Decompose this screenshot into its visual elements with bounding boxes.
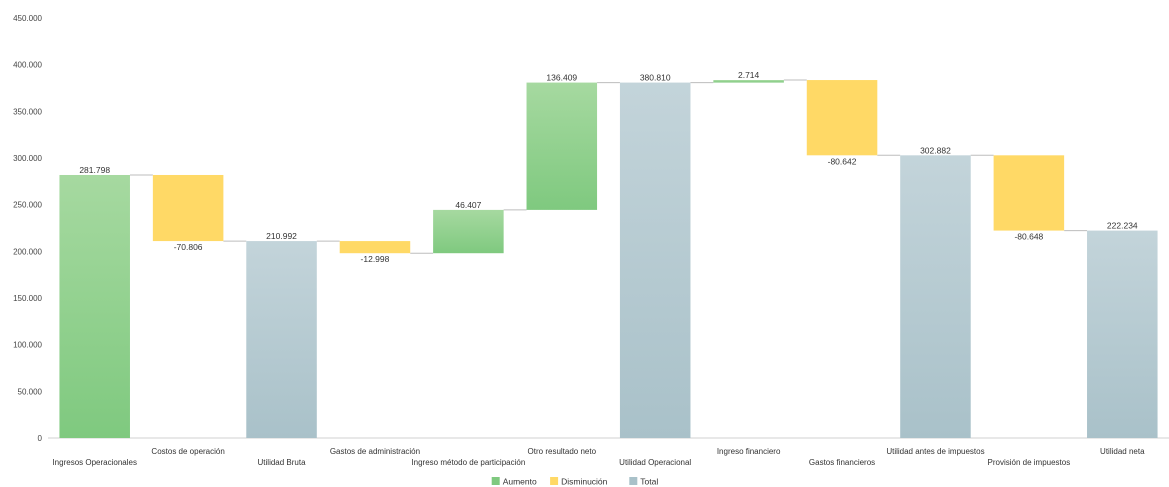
y-tick-label: 450.000 bbox=[13, 14, 42, 23]
bar-total bbox=[246, 241, 317, 438]
bar-decrease bbox=[993, 155, 1065, 231]
y-tick-label: 400.000 bbox=[13, 61, 42, 70]
data-label: -80.642 bbox=[828, 156, 857, 166]
data-label: 46.407 bbox=[455, 200, 481, 210]
data-label: -12.998 bbox=[361, 254, 390, 264]
y-tick-label: 100.000 bbox=[13, 341, 42, 350]
bar-increase bbox=[59, 174, 130, 439]
data-label: 2.714 bbox=[738, 70, 760, 80]
data-label: 380.810 bbox=[640, 73, 671, 83]
y-tick-label: 300.000 bbox=[13, 154, 42, 163]
category-label: Ingresos Operacionales bbox=[52, 458, 137, 467]
data-label: -70.806 bbox=[174, 242, 203, 252]
data-label: -80.648 bbox=[1014, 232, 1043, 242]
category-label: Utilidad Bruta bbox=[258, 458, 307, 467]
bar-total bbox=[619, 82, 691, 438]
bar-increase bbox=[433, 209, 504, 254]
category-label: Ingreso método de participación bbox=[411, 458, 525, 467]
legend-swatch bbox=[491, 477, 500, 485]
y-tick-label: 250.000 bbox=[13, 201, 42, 210]
data-label: 302.882 bbox=[920, 145, 951, 155]
legend-label: Total bbox=[640, 477, 658, 487]
data-label: 281.798 bbox=[79, 165, 110, 175]
legend-swatch bbox=[550, 477, 559, 485]
category-label: Gastos financieros bbox=[809, 458, 875, 467]
category-label: Otro resultado neto bbox=[528, 447, 597, 456]
legend-label: Disminución bbox=[561, 477, 608, 487]
bar-decrease bbox=[339, 241, 411, 254]
data-label: 210.992 bbox=[266, 231, 297, 241]
data-label: 136.409 bbox=[546, 73, 577, 83]
category-label: Costos de operación bbox=[151, 447, 224, 456]
category-label: Provisión de impuestos bbox=[988, 458, 1071, 467]
bar-decrease bbox=[152, 174, 224, 242]
y-tick-label: 0 bbox=[38, 434, 43, 443]
category-label: Gastos de administración bbox=[330, 447, 420, 456]
bar-total bbox=[1087, 230, 1158, 438]
data-label: 222.234 bbox=[1107, 221, 1138, 231]
bar-decrease bbox=[806, 80, 878, 156]
bar-total bbox=[900, 155, 971, 439]
y-tick-label: 200.000 bbox=[13, 247, 42, 256]
category-label: Ingreso financiero bbox=[717, 447, 781, 456]
y-tick-label: 150.000 bbox=[13, 294, 42, 303]
bar-increase bbox=[526, 82, 598, 210]
y-tick-label: 350.000 bbox=[13, 107, 42, 116]
bar-increase bbox=[713, 80, 784, 83]
y-tick-label: 50.000 bbox=[18, 387, 43, 396]
legend-swatch bbox=[629, 477, 638, 485]
legend-label: Aumento bbox=[503, 477, 537, 487]
category-label: Utilidad Operacional bbox=[619, 458, 691, 467]
category-label: Utilidad neta bbox=[1100, 447, 1145, 456]
category-label: Utilidad antes de impuestos bbox=[886, 447, 984, 456]
legend: Aumento Disminución Total bbox=[491, 477, 658, 487]
